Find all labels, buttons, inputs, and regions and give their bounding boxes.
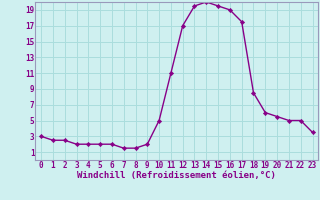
X-axis label: Windchill (Refroidissement éolien,°C): Windchill (Refroidissement éolien,°C) [77, 171, 276, 180]
